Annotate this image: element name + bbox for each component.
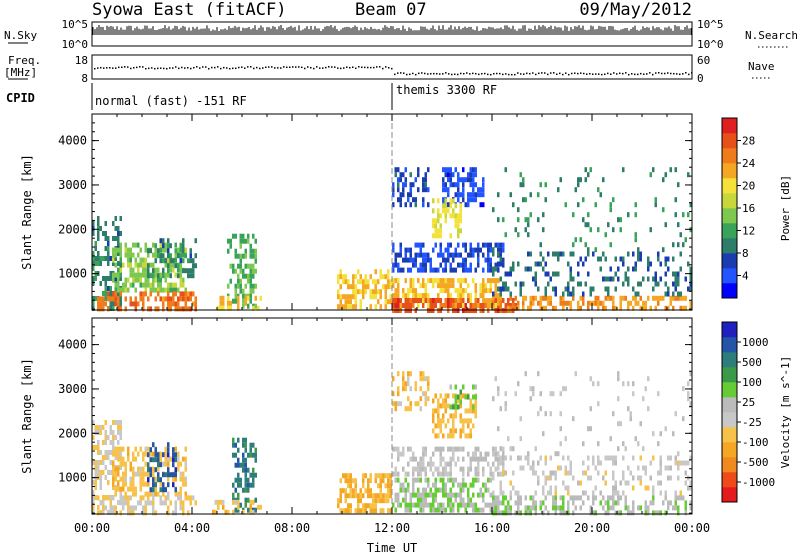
data-region-16 — [492, 167, 692, 253]
freq-trace — [94, 66, 693, 76]
data-region-15 — [492, 251, 692, 297]
nave-tick-bottom: 0 — [697, 72, 704, 85]
colorbar-tick-label: 100 — [742, 376, 762, 389]
y-tick-label: 2000 — [58, 222, 87, 236]
heatmap-panel-1: 1000 2000 3000 4000 Slant Range [km] 4 8 12 16 20… — [20, 113, 792, 313]
cpid-mode1: normal (fast) -151 RF — [95, 94, 247, 108]
y-tick-label: 4000 — [58, 134, 87, 148]
station-title: Syowa East (fitACF) — [92, 0, 286, 20]
colorbar-tick-label: 24 — [742, 157, 756, 170]
data-region-9 — [392, 446, 505, 477]
data-region-8 — [392, 477, 492, 513]
nsearch-label: N.Search — [745, 29, 798, 42]
y-tick-label: 1000 — [58, 471, 87, 485]
nsearch-tick-top: 10^5 — [697, 18, 724, 31]
data-region-13 — [492, 495, 692, 516]
colorbar-tick-label: 16 — [742, 202, 755, 215]
freq-panel — [91, 54, 693, 80]
nsky-tick-top: 10^5 — [62, 18, 89, 31]
data-region-14 — [492, 455, 692, 496]
nsearch-tick-bottom: 10^0 — [697, 38, 724, 51]
data-region-10 — [392, 242, 505, 273]
x-tick-label: 00:00 — [674, 521, 710, 535]
colorbar-tick-label: 12 — [742, 225, 755, 238]
x-tick-label: 00:00 — [74, 521, 110, 535]
colorbar: 4 8 12 16 20 24 28 Power [dB] — [721, 117, 792, 299]
data-region-7 — [337, 269, 392, 310]
data-region-13 — [432, 198, 462, 239]
nsky-panel — [91, 21, 693, 47]
nave-tick-top: 60 — [697, 54, 710, 67]
x-tick-label: 12:00 — [374, 521, 410, 535]
nsky-label: N.Sky — [4, 29, 37, 42]
freq-unit-label: [MHz] — [4, 66, 37, 79]
beam-title: Beam 07 — [355, 0, 427, 20]
data-region-10 — [392, 371, 430, 412]
x-axis-title: Time UT — [367, 541, 418, 554]
data-region-6 — [217, 295, 262, 311]
colorbar-title: Velocity [m s^-1] — [779, 356, 792, 469]
nsky-tick-bottom: 10^0 — [62, 38, 89, 51]
heatmap-panel-2: 1000 2000 3000 4000 Slant Range [km] 00:00 04:… — [20, 317, 792, 535]
colorbar-tick-label: 25 — [742, 396, 755, 409]
freq-tick-bottom: 8 — [81, 72, 88, 85]
colorbar-tick-label: -500 — [742, 456, 769, 469]
freq-label: Freq. — [8, 54, 41, 67]
colorbar-tick-label: 1000 — [742, 336, 769, 349]
colorbar-tick-label: 28 — [742, 135, 755, 148]
colorbar-tick-label: -25 — [742, 416, 762, 429]
cpid-label: CPID — [6, 91, 35, 105]
date-title: 09/May/2012 — [579, 0, 692, 20]
data-region-4 — [147, 238, 197, 279]
y-tick-label: 4000 — [58, 338, 87, 352]
colorbar-tick-label: 8 — [742, 247, 749, 260]
y-axis-title: Slant Range [km] — [20, 154, 34, 270]
x-tick-label: 16:00 — [474, 521, 510, 535]
data-region-4 — [147, 442, 177, 493]
data-region-15 — [492, 371, 692, 457]
data-region-5 — [232, 437, 257, 513]
data-region-14 — [492, 295, 692, 311]
freq-tick-top: 18 — [75, 54, 88, 67]
x-tick-label: 04:00 — [174, 521, 210, 535]
data-region-7 — [337, 473, 392, 514]
y-tick-label: 1000 — [58, 267, 87, 281]
y-tick-label: 2000 — [58, 426, 87, 440]
nave-label: Nave — [748, 60, 775, 73]
x-tick-label: 08:00 — [274, 521, 310, 535]
x-tick-label: 20:00 — [574, 521, 610, 535]
colorbar-tick-label: 4 — [742, 270, 749, 283]
colorbar-tick-label: 500 — [742, 356, 762, 369]
colorbar: 1000 500 100 25 -25 -100 -500 -1000 Velocity [m … — [721, 321, 792, 503]
y-tick-label: 3000 — [58, 178, 87, 192]
y-tick-label: 3000 — [58, 382, 87, 396]
data-region-11 — [392, 167, 430, 208]
data-region-3 — [97, 495, 197, 516]
y-axis-title: Slant Range [km] — [20, 358, 34, 474]
data-region-6 — [212, 499, 262, 515]
data-region-12 — [449, 384, 477, 410]
colorbar-tick-label: 20 — [742, 180, 755, 193]
colorbar-tick-label: -1000 — [742, 476, 775, 489]
nsky-trace — [92, 25, 692, 35]
data-region-3 — [97, 291, 197, 312]
cpid-mode2: themis 3300 RF — [396, 83, 497, 97]
colorbar-title: Power [dB] — [779, 175, 792, 241]
colorbar-tick-label: -100 — [742, 436, 769, 449]
